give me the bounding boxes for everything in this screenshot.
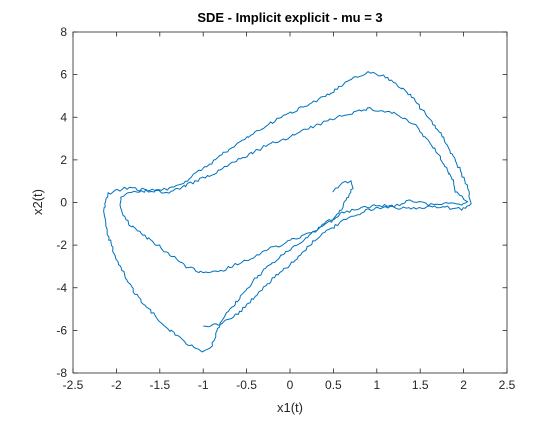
- y-tick-label: 6: [60, 68, 67, 82]
- x-tick-label: 0.5: [325, 378, 342, 392]
- x-tick-label: -2.5: [63, 378, 84, 392]
- y-tick-label: 4: [60, 110, 67, 124]
- y-tick-label: 2: [60, 153, 67, 167]
- x-tick-label: 1: [373, 378, 380, 392]
- y-tick-label: -2: [56, 238, 67, 252]
- chart-title: SDE - Implicit explicit - mu = 3: [197, 10, 382, 25]
- x-tick-label: -0.5: [236, 378, 257, 392]
- x-tick-label: 2.5: [499, 378, 516, 392]
- x-tick-label: -1.5: [149, 378, 170, 392]
- x-axis-label: x1(t): [277, 400, 303, 415]
- y-tick-label: 0: [60, 196, 67, 210]
- y-tick-label: -4: [56, 281, 67, 295]
- y-tick-label: -8: [56, 366, 67, 380]
- y-tick-label: 8: [60, 25, 67, 39]
- axis-ticks: [72, 31, 508, 374]
- x-tick-label: 1.5: [412, 378, 429, 392]
- x-tick-label: 0: [287, 378, 294, 392]
- y-axis-label: x2(t): [30, 189, 45, 215]
- trajectory-line: [103, 71, 472, 353]
- axis-tick-labels: -2.5 -2 -1.5 -1 -0.5 0 0.5 1 1.5 2 2.5 -8 -6 -4 -2 0 2 4 6…: [56, 25, 515, 392]
- y-tick-label: -6: [56, 323, 67, 337]
- x-tick-label: 2: [460, 378, 467, 392]
- series-layer: [103, 71, 472, 353]
- x-tick-label: -2: [111, 378, 122, 392]
- plot-area: [72, 31, 508, 374]
- x-tick-label: -1: [198, 378, 209, 392]
